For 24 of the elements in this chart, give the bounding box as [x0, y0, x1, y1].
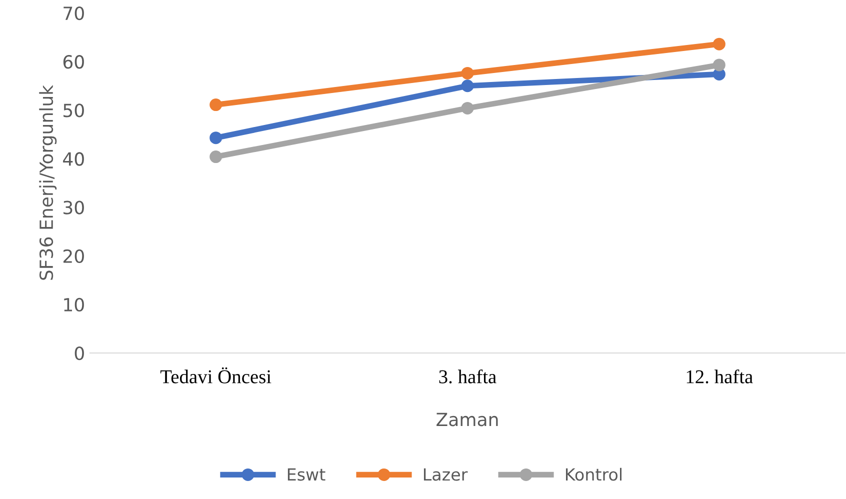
point	[712, 58, 726, 72]
x-tick-label: 3. hafta	[439, 369, 496, 384]
point	[712, 38, 726, 50]
x-tick-label: 12. hafta	[686, 369, 753, 384]
y-tick-label: 30	[64, 200, 84, 214]
y-tick-label: 40	[63, 152, 84, 166]
point	[461, 80, 474, 92]
legend-label: Eswt	[288, 468, 326, 481]
y-axis-title: SF36 Enerji/Yorgunluk	[39, 84, 57, 280]
y-tick-label: 50	[64, 104, 84, 118]
y-tick-label: 0	[74, 346, 84, 360]
y-tick-label: 10	[64, 298, 84, 312]
point	[210, 98, 222, 112]
point	[461, 66, 474, 80]
legend-label: Kontrol	[566, 468, 622, 481]
x-axis-title: Zaman	[436, 412, 498, 426]
legend-label: Lazer	[424, 468, 468, 481]
point	[210, 150, 222, 164]
point	[461, 102, 474, 114]
point	[210, 132, 222, 144]
y-tick-label: 60	[63, 55, 84, 69]
x-tick-label: Tedavi Öncesi	[160, 367, 272, 384]
y-tick-label: 70	[64, 6, 84, 20]
y-tick-label: 20	[63, 249, 84, 263]
